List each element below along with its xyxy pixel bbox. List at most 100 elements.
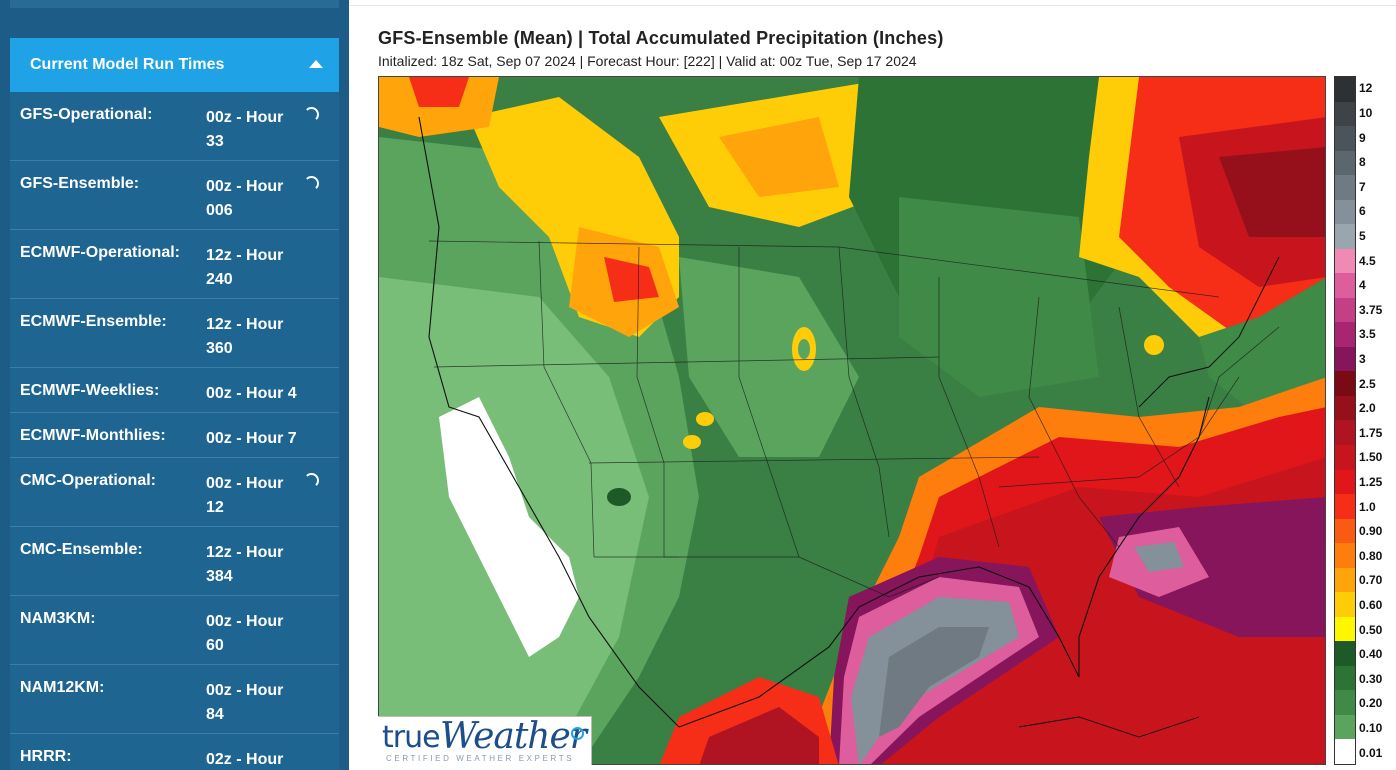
legend-label: 1.0 [1359,499,1376,514]
model-row-ecmwf-operational[interactable]: ECMWF-Operational: 12z - Hour 240 [10,230,339,299]
legend-swatch [1335,175,1355,200]
model-name: HRRR: [20,748,72,765]
legend-label: 1.75 [1359,425,1383,440]
legend-swatch [1335,543,1355,568]
model-row-gfs-operational[interactable]: GFS-Operational: 00z - Hour 33 [10,92,339,161]
legend-label: 0.70 [1359,573,1383,588]
model-name: GFS-Ensemble: [20,175,140,192]
legend-label: 8 [1359,155,1366,170]
legend-swatch [1335,150,1355,176]
legend-swatch [1335,592,1355,617]
legend-label: 0.50 [1359,622,1383,637]
model-name: NAM3KM: [20,610,96,627]
model-run-times-header[interactable]: Current Model Run Times [10,38,339,92]
legend-swatch [1335,641,1355,666]
model-run-value: 00z - Hour 12 [206,475,284,516]
legend-swatch [1335,665,1355,691]
model-row-nam3km[interactable]: NAM3KM: 00z - Hour 60 [10,596,339,665]
main-content: GFS-Ensemble (Mean) | Total Accumulated … [349,0,1396,770]
legend-label: 7 [1359,179,1366,194]
model-row-ecmwf-weeklies[interactable]: ECMWF-Weeklies: 00z - Hour 4 [10,368,339,413]
model-row-ecmwf-ensemble[interactable]: ECMWF-Ensemble: 12z - Hour 360 [10,299,339,368]
map-subtitle: Initalized: 18z Sat, Sep 07 2024 | Forec… [378,53,917,69]
legend-label: 0.80 [1359,548,1383,563]
model-name: ECMWF-Operational: [20,244,180,261]
precipitation-legend [1334,76,1356,765]
loading-spinner-icon [304,107,319,122]
model-row-hrrr[interactable]: HRRR: 02z - Hour [10,734,339,770]
model-run-value: 00z - Hour 7 [206,430,297,447]
panel-title: Current Model Run Times [30,56,225,73]
collapse-caret-icon[interactable] [309,60,323,68]
legend-label: 0.60 [1359,598,1383,613]
model-run-value: 12z - Hour 240 [206,247,284,288]
logo-circle-icon [571,727,584,740]
legend-swatch [1335,395,1355,421]
legend-swatch [1335,469,1355,495]
legend-swatch [1335,101,1355,127]
legend-swatch [1335,690,1355,715]
precipitation-map[interactable] [378,76,1326,765]
legend-swatch [1335,199,1355,225]
model-run-value: 00z - Hour 33 [206,109,284,150]
legend-label: 6 [1359,204,1366,219]
model-run-value: 00z - Hour 4 [206,385,297,402]
legend-label: 1.25 [1359,475,1383,490]
model-name: ECMWF-Weeklies: [20,382,160,399]
precipitation-map-image [379,77,1325,764]
model-row-cmc-ensemble[interactable]: CMC-Ensemble: 12z - Hour 384 [10,527,339,596]
legend-swatch [1335,420,1355,445]
model-row-cmc-operational[interactable]: CMC-Operational: 00z - Hour 12 [10,458,339,527]
legend-swatch [1335,444,1355,470]
legend-label: 0.01 [1359,745,1383,760]
model-run-value: 12z - Hour 384 [206,544,284,585]
model-name: GFS-Operational: [20,106,153,123]
legend-label: 5 [1359,228,1366,243]
model-name: ECMWF-Ensemble: [20,313,167,330]
model-name: NAM12KM: [20,679,105,696]
model-run-value: 00z - Hour 84 [206,682,284,723]
legend-label: 2.5 [1359,376,1376,391]
legend-label: 0.40 [1359,647,1383,662]
legend-label: 3 [1359,351,1366,366]
legend-label: 4.5 [1359,253,1376,268]
trueweather-logo: true Weather CERTIFIED WEATHER EXPERTS [378,716,592,765]
loading-spinner-icon [304,176,319,191]
model-row-nam12km[interactable]: NAM12KM: 00z - Hour 84 [10,665,339,734]
legend-label: 9 [1359,130,1366,145]
legend-label: 1.50 [1359,450,1383,465]
model-name: CMC-Operational: [20,472,156,489]
legend-label: 3.5 [1359,327,1376,342]
legend-label: 10 [1359,105,1373,120]
legend-swatch [1335,126,1355,151]
logo-word-weather: Weather [440,716,587,757]
model-row-ecmwf-monthlies[interactable]: ECMWF-Monthlies: 00z - Hour 7 [10,413,339,458]
legend-label: 12 [1359,81,1373,96]
legend-swatch [1335,371,1355,396]
legend-label: 0.10 [1359,721,1383,736]
model-run-value: 12z - Hour 360 [206,316,284,357]
model-run-value: 02z - Hour [206,751,284,768]
legend-label: 0.90 [1359,524,1383,539]
logo-tagline: CERTIFIED WEATHER EXPERTS [386,754,575,763]
map-title: GFS-Ensemble (Mean) | Total Accumulated … [378,28,944,48]
legend-swatch [1335,714,1355,740]
legend-swatch [1335,273,1355,298]
model-run-times-panel: Current Model Run Times GFS-Operational:… [10,38,339,770]
legend-labels: 12 10 9 8 7 6 5 4.5 4 3.75 3.5 3 2.5 2.0 1.75 1.50 1.25 1… [1359,76,1396,765]
legend-label: 3.75 [1359,302,1383,317]
loading-spinner-icon [304,473,319,488]
legend-swatch [1335,518,1355,544]
legend-swatch [1335,322,1355,347]
sidebar-top-strip [10,0,339,8]
legend-label: 0.20 [1359,696,1383,711]
model-run-value: 00z - Hour 60 [206,613,284,654]
legend-swatch [1335,494,1355,519]
model-name: ECMWF-Monthlies: [20,427,166,444]
model-row-gfs-ensemble[interactable]: GFS-Ensemble: 00z - Hour 006 [10,161,339,230]
legend-label: 0.30 [1359,671,1383,686]
legend-swatch [1335,346,1355,372]
model-name: CMC-Ensemble: [20,541,143,558]
legend-label: 4 [1359,278,1366,293]
legend-label: 2.0 [1359,401,1376,416]
